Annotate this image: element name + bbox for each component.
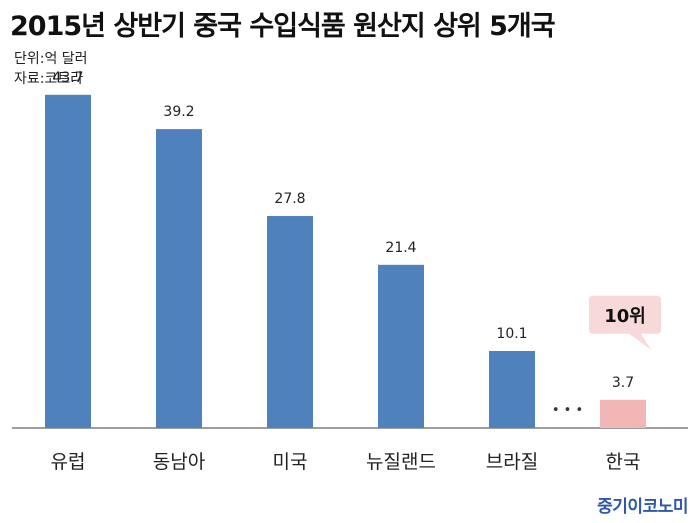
brand-logo: 중기이코노미 bbox=[597, 497, 688, 517]
value-label-1: 39.2 bbox=[163, 104, 194, 120]
bar-5 bbox=[600, 399, 646, 428]
unit-note: 단위:억 달러 bbox=[14, 51, 88, 67]
category-label-4: 브라질 bbox=[486, 451, 538, 473]
bar-3 bbox=[378, 264, 424, 428]
bar-2 bbox=[267, 216, 313, 428]
callout-bubble bbox=[589, 295, 661, 350]
value-label-0: 43.7 bbox=[52, 70, 83, 86]
category-label-0: 유럽 bbox=[51, 451, 86, 473]
value-label-3: 21.4 bbox=[385, 240, 416, 256]
callout-label: 10위 bbox=[604, 306, 646, 327]
category-label-5: 한국 bbox=[606, 451, 641, 473]
gap-marker: • • • bbox=[552, 403, 583, 418]
category-label-3: 뉴질랜드 bbox=[366, 451, 436, 473]
value-label-2: 27.8 bbox=[274, 191, 305, 207]
source-note: 자료:코트라 bbox=[14, 71, 84, 87]
chart-title: 2015년 상반기 중국 수입식품 원산지 상위 5개국 bbox=[10, 11, 556, 42]
bar-0 bbox=[45, 94, 91, 428]
value-label-4: 10.1 bbox=[496, 326, 527, 342]
category-label-1: 동남아 bbox=[153, 451, 205, 473]
bar-1 bbox=[156, 129, 202, 428]
value-label-5: 3.7 bbox=[612, 375, 634, 391]
category-label-2: 미국 bbox=[273, 451, 308, 473]
bar-4 bbox=[489, 350, 535, 428]
